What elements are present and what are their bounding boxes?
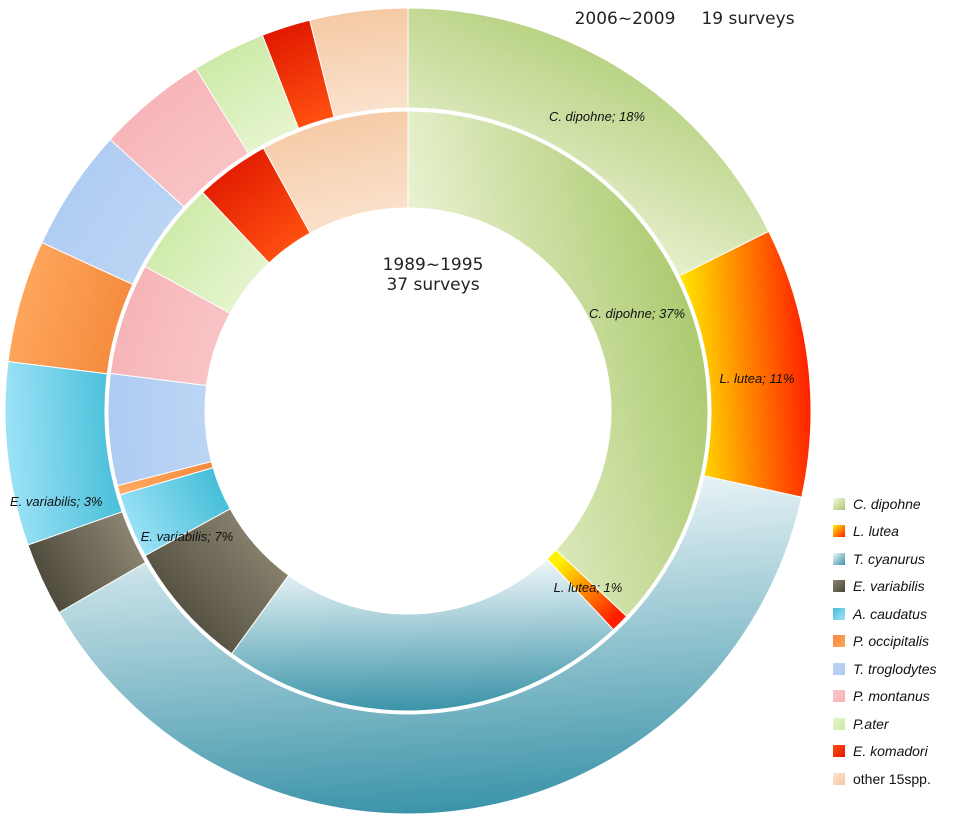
- legend-swatch: [833, 607, 845, 620]
- legend-label: P.ater: [853, 715, 889, 732]
- outer-data-label-l-lutea: L. lutea; 11%: [720, 371, 795, 386]
- legend-swatch: [833, 580, 845, 593]
- legend-swatch: [833, 635, 845, 648]
- legend-item: L. lutea: [833, 518, 958, 546]
- inner-data-label-c-dipohne: C. dipohne; 37%: [589, 306, 685, 321]
- legend-label: T. troglodytes: [853, 660, 937, 677]
- legend-swatch: [833, 497, 845, 510]
- legend-item: P.ater: [833, 710, 958, 738]
- legend-item: other 15spp.: [833, 765, 958, 793]
- legend-label: P. occipitalis: [853, 633, 930, 650]
- legend-swatch: [833, 525, 845, 538]
- legend-swatch: [833, 772, 845, 785]
- legend-label: E. komadori: [853, 743, 928, 760]
- legend-item: E. komadori: [833, 738, 958, 766]
- legend-item: T. cyanurus: [833, 545, 958, 573]
- legend-label: L. lutea: [853, 523, 899, 540]
- inner-data-label-e-variabilis: E. variabilis; 7%: [141, 529, 233, 544]
- chart-legend: C. dipohne L. lutea T. cyanurus E. varia…: [833, 490, 958, 793]
- outer-ring-subtitle: 19 surveys: [701, 9, 794, 29]
- inner-slice-t-cyanurus: [230, 558, 615, 712]
- legend-label: P. montanus: [853, 688, 930, 705]
- legend-item: C. dipohne: [833, 490, 958, 518]
- inner-ring-title: 1989~1995: [383, 255, 484, 275]
- legend-swatch: [833, 745, 845, 758]
- legend-label: E. variabilis: [853, 578, 925, 595]
- legend-swatch: [833, 662, 845, 675]
- outer-data-label-c-dipohne: C. dipohne; 18%: [549, 109, 645, 124]
- outer-data-label-e-variabilis: E. variabilis; 3%: [10, 494, 102, 509]
- legend-item: T. troglodytes: [833, 655, 958, 683]
- legend-label: other 15spp.: [853, 770, 931, 787]
- legend-swatch: [833, 717, 845, 730]
- slice-labels: C. dipohne; 18% L. lutea; 11% E. variabili…: [10, 109, 794, 595]
- inner-ring-subtitle: 37 surveys: [386, 275, 479, 295]
- outer-slice-a-caudatus: [4, 360, 123, 546]
- legend-swatch: [833, 552, 845, 565]
- outer-ring-2006-2009: [4, 7, 812, 815]
- legend-label: C. dipohne: [853, 495, 921, 512]
- outer-slice-t-cyanurus: [58, 475, 803, 815]
- inner-data-label-l-lutea: L. lutea; 1%: [554, 580, 623, 595]
- outer-ring-title: 2006~2009: [575, 9, 676, 29]
- inner-slice-other-15spp: [262, 110, 409, 234]
- legend-swatch: [833, 690, 845, 703]
- inner-slice-c-dipohne: [407, 110, 709, 618]
- legend-item: P. montanus: [833, 683, 958, 711]
- legend-label: A. caudatus: [853, 605, 927, 622]
- inner-ring-1989-1995: [107, 110, 709, 712]
- legend-item: P. occipitalis: [833, 628, 958, 656]
- legend-label: T. cyanurus: [853, 550, 925, 567]
- legend-item: E. variabilis: [833, 573, 958, 601]
- legend-item: A. caudatus: [833, 600, 958, 628]
- outer-slice-other-15spp: [309, 7, 409, 118]
